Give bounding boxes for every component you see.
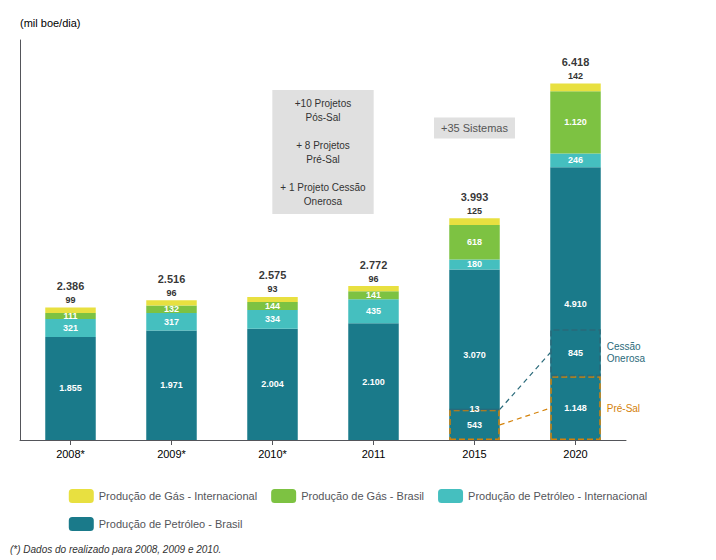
svg-text:317: 317 [164, 317, 179, 327]
svg-text:Pré-Sal: Pré-Sal [607, 403, 640, 414]
svg-text:2.772: 2.772 [360, 259, 388, 271]
svg-text:(mil boe/dia): (mil boe/dia) [20, 17, 81, 29]
svg-text:2011: 2011 [362, 448, 386, 460]
svg-text:96: 96 [166, 288, 176, 298]
svg-text:141: 141 [366, 290, 381, 300]
svg-text:334: 334 [265, 314, 280, 324]
svg-text:321: 321 [63, 323, 78, 333]
svg-text:1.148: 1.148 [564, 403, 587, 413]
svg-text:6.418: 6.418 [562, 56, 590, 68]
svg-text:4.910: 4.910 [564, 299, 587, 309]
svg-text:Pré-Sal: Pré-Sal [306, 154, 339, 165]
svg-text:Onerosa: Onerosa [607, 353, 646, 364]
svg-text:Produção de Petróleo - Interna: Produção de Petróleo - Internacional [468, 490, 647, 502]
svg-text:93: 93 [267, 284, 277, 294]
svg-text:2.386: 2.386 [57, 280, 85, 292]
svg-text:2009*: 2009* [157, 448, 186, 460]
svg-text:+35 Sistemas: +35 Sistemas [441, 122, 508, 134]
svg-text:99: 99 [65, 295, 75, 305]
svg-text:+ 8 Projetos: + 8 Projetos [296, 140, 350, 151]
svg-text:13: 13 [469, 404, 479, 414]
svg-text:2.100: 2.100 [362, 377, 385, 387]
svg-text:132: 132 [164, 304, 179, 314]
svg-text:1.971: 1.971 [160, 380, 183, 390]
svg-text:125: 125 [467, 206, 482, 216]
svg-text:618: 618 [467, 237, 482, 247]
svg-text:144: 144 [265, 301, 280, 311]
svg-text:180: 180 [467, 259, 482, 269]
svg-text:1.855: 1.855 [59, 383, 82, 393]
svg-text:Produção de Gás - Brasil: Produção de Gás - Brasil [301, 490, 424, 502]
svg-text:+10 Projetos: +10 Projetos [295, 98, 351, 109]
svg-text:96: 96 [368, 274, 378, 284]
svg-text:(*) Dados do realizado para 20: (*) Dados do realizado para 2008, 2009 e… [10, 544, 221, 555]
svg-text:2008*: 2008* [56, 448, 85, 460]
svg-text:2015: 2015 [462, 448, 486, 460]
svg-text:Produção de Petróleo - Brasil: Produção de Petróleo - Brasil [99, 518, 243, 530]
svg-text:111: 111 [63, 311, 77, 321]
svg-text:2.004: 2.004 [261, 379, 284, 389]
svg-text:2010*: 2010* [258, 448, 287, 460]
svg-text:Onerosa: Onerosa [304, 196, 343, 207]
svg-text:1.120: 1.120 [564, 117, 587, 127]
svg-text:435: 435 [366, 306, 381, 316]
svg-text:845: 845 [568, 348, 583, 358]
svg-text:Produção de Gás - Internaciona: Produção de Gás - Internacional [99, 490, 257, 502]
svg-text:246: 246 [568, 155, 583, 165]
svg-text:2.575: 2.575 [259, 269, 287, 281]
svg-text:2020: 2020 [563, 448, 587, 460]
svg-text:142: 142 [568, 71, 583, 81]
svg-text:3.070: 3.070 [463, 350, 486, 360]
svg-text:Cessão: Cessão [607, 341, 641, 352]
svg-text:Pós-Sal: Pós-Sal [305, 112, 340, 123]
svg-text:+ 1 Projeto Cessão: + 1 Projeto Cessão [280, 182, 366, 193]
svg-text:3.993: 3.993 [461, 191, 489, 203]
svg-text:543: 543 [467, 420, 482, 430]
svg-text:2.516: 2.516 [158, 273, 186, 285]
